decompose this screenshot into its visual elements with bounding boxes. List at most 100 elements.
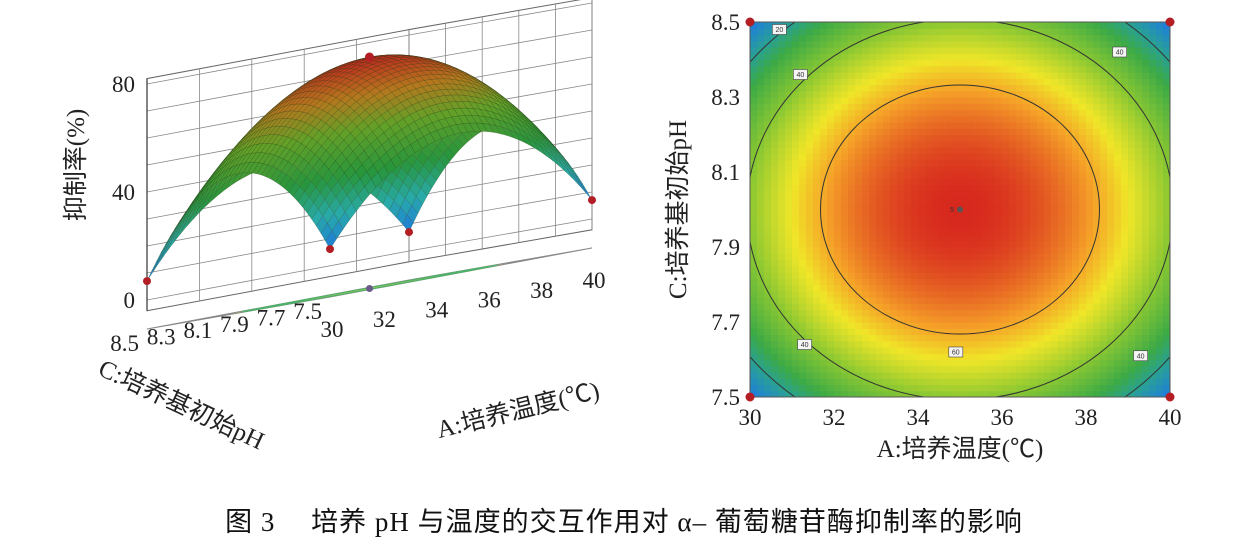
contour-cell <box>764 234 772 242</box>
contour-cell <box>1121 290 1129 298</box>
contour-cell <box>757 134 765 142</box>
contour-cell <box>1100 197 1108 204</box>
contour-cell <box>841 65 849 73</box>
contour-cell <box>820 322 828 329</box>
contour-cell <box>1030 247 1038 254</box>
contour-cell <box>897 84 905 92</box>
contour-cell <box>1058 178 1066 186</box>
contour-cell <box>813 340 821 348</box>
contour-cell <box>1121 340 1129 348</box>
contour-cell <box>1128 178 1136 186</box>
contour-cell <box>953 384 961 392</box>
contour-cell <box>904 284 912 292</box>
floor-contour <box>241 264 498 313</box>
contour-cell <box>932 228 940 236</box>
contour-cell <box>820 34 828 42</box>
contour-cell <box>1079 47 1087 54</box>
contour-cell <box>904 340 912 348</box>
contour-cell <box>918 134 926 142</box>
contour-cell <box>981 53 989 61</box>
contour-cell <box>932 322 940 329</box>
contour-cell <box>1072 372 1080 379</box>
contour-cell <box>883 103 891 111</box>
contour-cell <box>981 259 989 267</box>
contour-cell <box>995 147 1003 154</box>
contour-cell <box>869 159 877 167</box>
contour-cell <box>1023 134 1031 142</box>
contour-cell <box>876 134 884 142</box>
contour-cell <box>792 184 800 192</box>
contour-cell <box>1065 178 1073 186</box>
contour-cell <box>792 272 800 279</box>
contour-cell <box>1086 165 1094 173</box>
contour-cell <box>967 278 975 286</box>
contour-cell <box>1037 284 1045 292</box>
contour-cell <box>771 178 779 186</box>
contour-cell <box>750 140 758 148</box>
contour-cell <box>1093 340 1101 348</box>
contour-cell <box>939 172 947 179</box>
contour-cell <box>834 303 842 311</box>
contour-cell <box>792 328 800 336</box>
contour-cell <box>862 65 870 73</box>
contour-cell <box>1121 347 1129 354</box>
contour-cell <box>1044 209 1052 217</box>
contour-cell <box>1058 278 1066 286</box>
contour-cell <box>890 378 898 386</box>
contour-cell <box>827 22 835 29</box>
contour-cell <box>757 103 765 111</box>
contour-cell <box>1065 147 1073 154</box>
contour-cell <box>1002 97 1010 104</box>
contour-cell <box>1100 184 1108 192</box>
contour-cell <box>855 303 863 311</box>
contour-cell <box>911 315 919 323</box>
contour-cell <box>862 290 870 298</box>
contour-cell <box>1093 59 1101 67</box>
contour-cell <box>932 159 940 167</box>
contour-cell <box>988 315 996 323</box>
contour-cell <box>974 334 982 342</box>
contour-cell <box>785 22 793 29</box>
contour-cell <box>757 59 765 67</box>
contour-cell <box>1023 265 1031 273</box>
contour-cell <box>995 284 1003 292</box>
contour-cell <box>869 72 877 79</box>
contour-cell <box>1107 197 1115 204</box>
contour-cell <box>1135 259 1143 267</box>
contour-cell <box>1128 228 1136 236</box>
contour-cell <box>806 372 814 379</box>
contour-cell <box>1002 197 1010 204</box>
contour-cell <box>841 315 849 323</box>
contour-cell <box>890 122 898 129</box>
contour-cell <box>1079 159 1087 167</box>
contour-cell <box>869 178 877 186</box>
contour-cell <box>1058 259 1066 267</box>
contour-cell <box>1058 378 1066 386</box>
contour-cell <box>855 278 863 286</box>
contour-cell <box>988 172 996 179</box>
contour-cell <box>764 90 772 98</box>
contour-cell <box>764 209 772 217</box>
contour-cell <box>1079 97 1087 104</box>
contour-cell <box>925 278 933 286</box>
contour-cell <box>862 172 870 179</box>
contour-cell <box>1100 365 1108 373</box>
contour-cell <box>932 359 940 367</box>
contour-cell <box>1002 284 1010 292</box>
contour-cell <box>1135 278 1143 286</box>
contour-cell <box>1023 165 1031 173</box>
contour-cell <box>939 72 947 79</box>
contour-cell <box>1107 328 1115 336</box>
contour-cell <box>918 59 926 67</box>
contour-cell <box>778 34 786 42</box>
contour-cell <box>1030 265 1038 273</box>
contour-cell <box>1058 253 1066 261</box>
contour-cell <box>813 315 821 323</box>
contour-cell <box>981 153 989 161</box>
contour-cell <box>778 215 786 223</box>
contour-cell <box>806 159 814 167</box>
contour-cell <box>960 303 968 311</box>
contour-cell <box>960 128 968 136</box>
contour-cell <box>792 378 800 386</box>
contour-cell <box>939 159 947 167</box>
